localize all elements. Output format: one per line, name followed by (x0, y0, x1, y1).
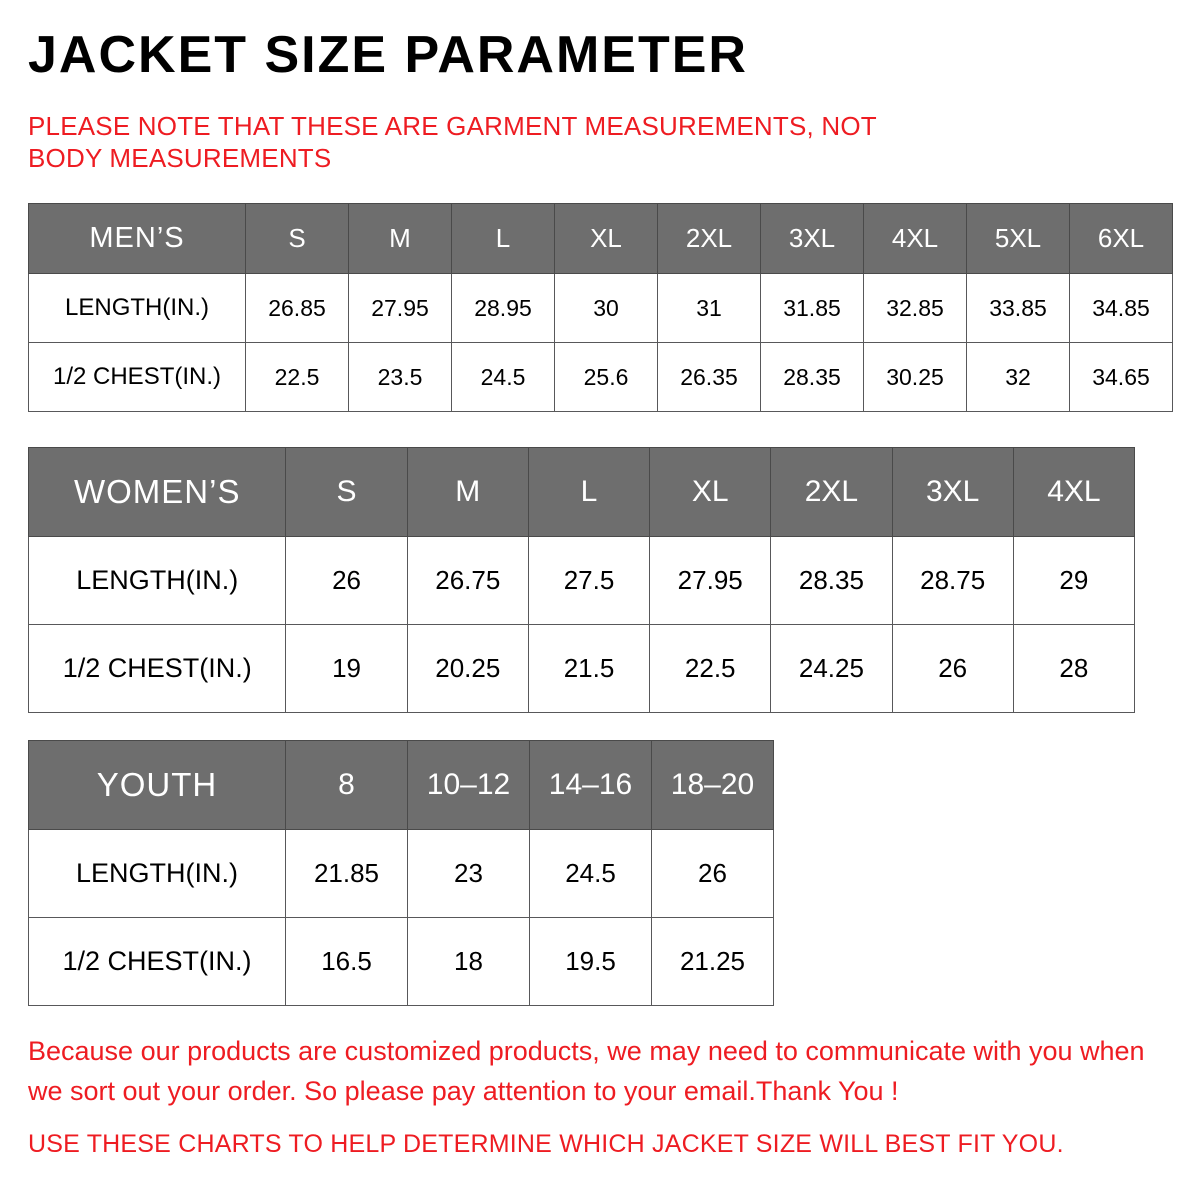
mens-header-title: MEN’S (28, 203, 246, 274)
womens-measurement-cell: 29 (1012, 536, 1136, 625)
mens-row-label: LENGTH(IN.) (28, 273, 246, 343)
mens-header-size-2xl: 2XL (657, 203, 761, 274)
mens-header-row: MEN’S S M L XL 2XL 3XL 4XL 5XL 6XL (28, 203, 1173, 274)
youth-measurement-cell: 24.5 (529, 829, 652, 918)
mens-measurement-cell: 22.5 (245, 342, 349, 412)
womens-header-size-2xl: 2XL (770, 447, 893, 537)
mens-measurement-cell: 34.65 (1069, 342, 1173, 412)
womens-header-row: WOMEN’S S M L XL 2XL 3XL 4XL (27, 447, 1136, 537)
mens-measurement-cell: 30.25 (863, 342, 967, 412)
youth-measurement-cell: 23 (407, 829, 530, 918)
womens-table-body: WOMEN’S S M L XL 2XL 3XL 4XL LENGTH(IN.) 26 26.75 2… (27, 447, 1136, 713)
mens-header-size-s: S (245, 203, 349, 274)
mens-measurement-cell: 28.35 (760, 342, 864, 412)
mens-measurement-cell: 32 (966, 342, 1070, 412)
youth-header-size-8: 8 (285, 740, 408, 830)
mens-measurement-cell: 28.95 (451, 273, 555, 343)
youth-table-body: YOUTH 8 10–12 14–16 18–20 LENGTH(IN.) 21.85 23 2… (28, 740, 774, 1006)
womens-measurement-cell: 28.35 (770, 536, 893, 625)
mens-row-label: 1/2 CHEST(IN.) (28, 342, 246, 412)
womens-measurement-cell: 22.5 (649, 624, 772, 713)
womens-row-label: 1/2 CHEST(IN.) (27, 624, 287, 713)
mens-measurement-cell: 33.85 (966, 273, 1070, 343)
youth-measurement-cell: 16.5 (285, 917, 408, 1006)
womens-measurement-cell: 27.95 (649, 536, 772, 625)
womens-measurement-cell: 26 (285, 536, 408, 625)
mens-header-size-xl: XL (554, 203, 658, 274)
youth-size-table: YOUTH 8 10–12 14–16 18–20 LENGTH(IN.) 21.85 23 2… (28, 740, 774, 1006)
mens-measurement-cell: 34.85 (1069, 273, 1173, 343)
table-row: LENGTH(IN.) 26 26.75 27.5 27.95 28.35 28.75 29 (27, 536, 1136, 625)
womens-header-size-xl: XL (649, 447, 772, 537)
garment-measurement-disclaimer: PLEASE NOTE THAT THESE ARE GARMENT MEASU… (28, 111, 877, 173)
womens-header-size-s: S (285, 447, 408, 537)
womens-header-title: WOMEN’S (27, 447, 287, 537)
womens-header-size-m: M (406, 447, 529, 537)
womens-header-size-3xl: 3XL (891, 447, 1014, 537)
table-row: LENGTH(IN.) 21.85 23 24.5 26 (28, 829, 774, 918)
youth-header-title: YOUTH (28, 740, 286, 830)
mens-header-size-m: M (348, 203, 452, 274)
womens-measurement-cell: 28 (1012, 624, 1136, 713)
womens-measurement-cell: 26.75 (406, 536, 529, 625)
youth-measurement-cell: 18 (407, 917, 530, 1006)
womens-size-table: WOMEN’S S M L XL 2XL 3XL 4XL LENGTH(IN.) 26 26.75 2… (27, 447, 1136, 713)
mens-header-size-l: L (451, 203, 555, 274)
mens-header-size-4xl: 4XL (863, 203, 967, 274)
mens-header-size-6xl: 6XL (1069, 203, 1173, 274)
youth-row-label: LENGTH(IN.) (28, 829, 286, 918)
womens-measurement-cell: 26 (891, 624, 1014, 713)
use-charts-note: USE THESE CHARTS TO HELP DETERMINE WHICH… (28, 1130, 1064, 1158)
mens-measurement-cell: 32.85 (863, 273, 967, 343)
youth-header-row: YOUTH 8 10–12 14–16 18–20 (28, 740, 774, 830)
youth-header-size-14-16: 14–16 (529, 740, 652, 830)
page-title: JACKET SIZE PARAMETER (28, 26, 748, 84)
mens-measurement-cell: 31.85 (760, 273, 864, 343)
youth-header-size-18-20: 18–20 (651, 740, 774, 830)
youth-measurement-cell: 19.5 (529, 917, 652, 1006)
mens-measurement-cell: 30 (554, 273, 658, 343)
table-row: 1/2 CHEST(IN.) 19 20.25 21.5 22.5 24.25 26 28 (27, 624, 1136, 713)
mens-measurement-cell: 25.6 (554, 342, 658, 412)
mens-header-size-3xl: 3XL (760, 203, 864, 274)
womens-measurement-cell: 21.5 (527, 624, 651, 713)
mens-measurement-cell: 23.5 (348, 342, 452, 412)
mens-measurement-cell: 31 (657, 273, 761, 343)
womens-measurement-cell: 28.75 (891, 536, 1014, 625)
mens-measurement-cell: 27.95 (348, 273, 452, 343)
womens-measurement-cell: 19 (285, 624, 408, 713)
womens-measurement-cell: 27.5 (527, 536, 651, 625)
youth-measurement-cell: 21.25 (651, 917, 774, 1006)
youth-measurement-cell: 26 (651, 829, 774, 918)
mens-header-size-5xl: 5XL (966, 203, 1070, 274)
womens-measurement-cell: 20.25 (406, 624, 529, 713)
mens-measurement-cell: 26.35 (657, 342, 761, 412)
table-row: 1/2 CHEST(IN.) 16.5 18 19.5 21.25 (28, 917, 774, 1006)
mens-size-table: MEN’S S M L XL 2XL 3XL 4XL 5XL 6XL LENGTH(IN.) 26.8… (28, 203, 1173, 412)
womens-header-size-l: L (527, 447, 651, 537)
table-row: LENGTH(IN.) 26.85 27.95 28.95 30 31 31.85 32.85… (28, 273, 1173, 343)
customized-products-note: Because our products are customized prod… (28, 1036, 1145, 1106)
mens-table-body: MEN’S S M L XL 2XL 3XL 4XL 5XL 6XL LENGTH(IN.) 26.8… (28, 203, 1173, 412)
youth-row-label: 1/2 CHEST(IN.) (28, 917, 286, 1006)
youth-measurement-cell: 21.85 (285, 829, 408, 918)
mens-measurement-cell: 24.5 (451, 342, 555, 412)
youth-header-size-10-12: 10–12 (407, 740, 530, 830)
table-row: 1/2 CHEST(IN.) 22.5 23.5 24.5 25.6 26.35 28.35… (28, 342, 1173, 412)
mens-measurement-cell: 26.85 (245, 273, 349, 343)
womens-row-label: LENGTH(IN.) (27, 536, 287, 625)
womens-measurement-cell: 24.25 (770, 624, 893, 713)
womens-header-size-4xl: 4XL (1012, 447, 1136, 537)
